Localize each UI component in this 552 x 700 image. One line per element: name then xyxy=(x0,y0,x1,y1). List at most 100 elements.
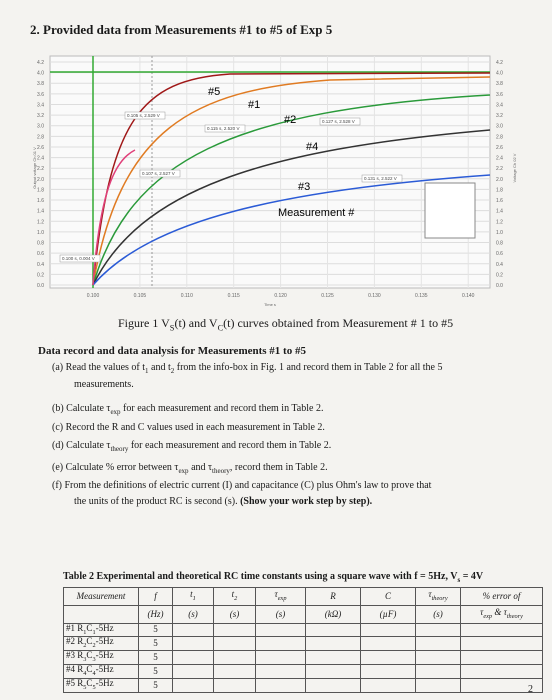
table-cell: #5 R5C5-5Hz xyxy=(63,677,139,693)
text: (µF) xyxy=(379,608,397,619)
text: t xyxy=(190,589,193,599)
text: 2 xyxy=(83,642,87,650)
table-cell xyxy=(460,622,543,638)
table-row: #2 R2C2-5Hz 5 xyxy=(63,636,543,652)
table-cell: 5 xyxy=(138,636,173,652)
y-tick-label: 1.2 xyxy=(37,219,44,225)
table-cell xyxy=(172,622,214,638)
y-tick-label: 0.0 xyxy=(37,283,44,289)
table-cell xyxy=(255,622,306,638)
text: 3 xyxy=(83,655,87,663)
text: C xyxy=(86,677,93,688)
y-tick-label: 1.8 xyxy=(496,187,503,193)
y-tick-label: 4.0 xyxy=(496,71,503,77)
table-cell xyxy=(415,650,461,665)
text: C xyxy=(86,636,93,647)
item: (e) Calculate % error between τexp and τ… xyxy=(52,462,328,475)
curve-label: #3 xyxy=(298,181,310,193)
x-tick-label: 0.115 xyxy=(228,293,240,299)
y-tick-label: 2.2 xyxy=(37,166,44,172)
text: and t xyxy=(148,362,171,373)
table-cell xyxy=(172,636,214,652)
curve xyxy=(92,129,491,286)
text: (s) xyxy=(229,608,240,619)
y-tick-label: 1.0 xyxy=(37,230,44,236)
y-tick-label: 1.8 xyxy=(37,187,44,193)
text: 4 xyxy=(92,669,96,677)
text: C xyxy=(86,650,93,661)
text: 1 xyxy=(145,367,149,375)
plot-area xyxy=(49,55,491,289)
text: (s) xyxy=(433,608,443,619)
table-cell xyxy=(213,622,256,638)
table-cell xyxy=(255,650,306,665)
text: (a) Read the values of t xyxy=(52,362,146,373)
table-cell xyxy=(213,677,256,693)
text: (Hz) xyxy=(147,608,164,619)
table-cell: τexp xyxy=(255,587,306,606)
table-row: (Hz) (s) (s) (s) (kΩ) (µF) (s) τexp & τtheory xyxy=(63,604,543,624)
y-tick-label: 3.8 xyxy=(37,81,44,87)
info-box-label: 0.107 s, 2.527 V xyxy=(142,171,175,176)
text: -5Hz xyxy=(95,650,114,661)
y-tick-label: 0.8 xyxy=(496,241,503,247)
text: 2 xyxy=(170,367,175,375)
table-row: #3 R3C3-5Hz 5 xyxy=(63,650,543,665)
text: (kΩ) xyxy=(324,608,342,619)
y-tick-label: 1.4 xyxy=(37,209,44,215)
y-tick-label: 3.4 xyxy=(496,102,503,108)
y-tick-label: 2.6 xyxy=(496,145,503,151)
curve xyxy=(92,76,491,286)
text: #1 R xyxy=(66,622,84,633)
table-cell: 5 xyxy=(138,622,173,638)
table-row: #1 R1C1-5Hz 5 xyxy=(63,622,543,638)
text: 1 xyxy=(92,628,96,636)
item: measurements. xyxy=(74,379,134,390)
text: 5 xyxy=(92,683,96,691)
text: measurements. xyxy=(74,379,134,390)
x-tick-label: 0.140 xyxy=(462,293,475,299)
y-tick-label: 3.4 xyxy=(37,102,44,108)
y-axis-label: Output voltage Ch 01 V xyxy=(32,147,37,189)
item: the units of the product RC is second (s… xyxy=(74,496,372,507)
table-row: #4 R4C4-5Hz 5 xyxy=(63,663,543,679)
y-tick-label: 4.0 xyxy=(37,71,44,77)
text: for each measurement and record them in … xyxy=(120,403,324,414)
table-cell xyxy=(213,636,256,652)
info-box xyxy=(124,111,166,120)
text: C xyxy=(86,622,93,633)
y-tick-label: 1.2 xyxy=(496,219,503,225)
table-cell xyxy=(415,622,461,638)
y-tick-label: 2.8 xyxy=(496,134,503,140)
info-box-label: 0.131 s, 2.522 V xyxy=(364,176,397,181)
y-tick-label: 3.2 xyxy=(496,113,503,119)
item: (a) Read the values of t1 and t2 from th… xyxy=(52,362,442,375)
x-tick-label: 0.125 xyxy=(321,293,334,299)
table-cell: (s) xyxy=(213,604,256,624)
table-cell xyxy=(305,622,361,638)
text: f xyxy=(154,590,157,601)
text: τ xyxy=(480,606,484,617)
table-title: Table 2 Experimental and theoretical RC … xyxy=(63,571,483,584)
x-tick-label: 0.100 xyxy=(87,293,100,299)
text: 3 xyxy=(92,655,96,663)
table-cell xyxy=(460,663,543,679)
text: = 4V xyxy=(460,571,484,582)
table-cell: t2 xyxy=(213,587,256,606)
table-cell xyxy=(255,636,306,652)
y-tick-label: 2.4 xyxy=(37,156,44,162)
text: R xyxy=(330,590,336,601)
y-tick-label: 0.0 xyxy=(496,283,503,289)
x-tick-label: 0.110 xyxy=(181,293,193,299)
x-tick-label: 0.105 xyxy=(134,293,147,299)
table-cell: τexp & τtheory xyxy=(460,604,543,624)
table-cell: 5 xyxy=(138,650,173,665)
text: for each measurement and record them in … xyxy=(128,440,332,451)
curve xyxy=(92,94,491,286)
table-cell xyxy=(305,677,361,693)
y-tick-label: 4.2 xyxy=(496,60,503,66)
y-tick-label: 0.2 xyxy=(496,272,503,278)
text: (f) From the definitions of electric cur… xyxy=(52,480,432,491)
text: τ xyxy=(274,589,278,599)
curve-label: #5 xyxy=(208,86,220,98)
